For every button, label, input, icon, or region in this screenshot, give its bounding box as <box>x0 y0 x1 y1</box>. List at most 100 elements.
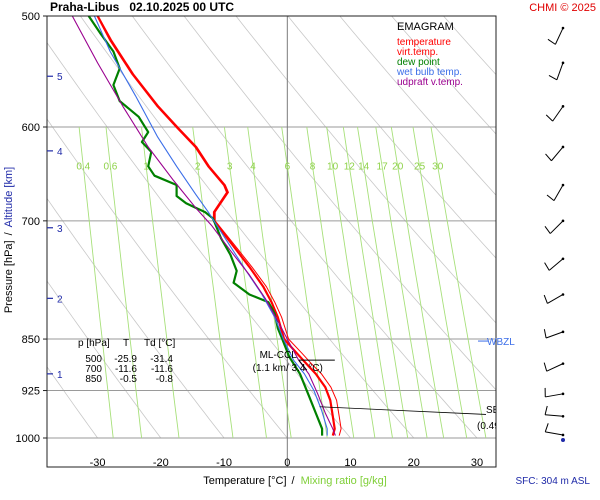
altitude-tick-label: 1 <box>57 370 63 381</box>
table-cell: 850 <box>85 374 102 385</box>
mixing-ratio-label: 10 <box>327 161 339 172</box>
wind-barb-shaft <box>545 393 564 398</box>
y-tick-label: 700 <box>22 216 40 228</box>
mixing-ratio-label: 17 <box>377 161 389 172</box>
dry-adiabat <box>47 118 288 439</box>
altitude-tick-label: 5 <box>57 72 63 83</box>
x-tick-label: 10 <box>344 457 356 469</box>
table-header: Td [°C] <box>144 338 175 349</box>
wind-barb-flag <box>544 423 549 432</box>
dry-adiabat <box>47 197 225 439</box>
y-axis-altitude-label: Altitude [km] <box>3 167 15 228</box>
wind-barb-shaft <box>545 431 564 436</box>
wind-barb-icon <box>544 423 565 437</box>
mixing-ratio-line <box>141 126 180 439</box>
sb-lcl-value: (0.49 km/ 5.1 °C) <box>477 421 553 432</box>
wind-barb-shaft <box>551 146 564 162</box>
x-tick-label: -30 <box>90 457 106 469</box>
ml-ccl-value: (1.1 km/ 3.4 °C) <box>253 363 323 374</box>
table-cell: 700 <box>85 364 102 375</box>
temperature-line <box>96 16 336 436</box>
wind-barb-station <box>561 219 565 223</box>
wind-barb-flag <box>545 114 554 122</box>
mixing-ratio-line <box>105 126 143 439</box>
wind-barb-icon <box>546 183 565 202</box>
wind-barb-icon <box>544 387 565 398</box>
y-tick-label: 925 <box>22 386 40 398</box>
station-title: Praha-Libus 02.10.2025 00 UTC <box>50 0 234 14</box>
mixing-ratio-label: 30 <box>432 161 444 172</box>
surface-elevation-label: SFC: 304 m ASL <box>516 476 591 487</box>
wind-barb-flag <box>543 362 548 372</box>
table-cell: 500 <box>85 354 102 365</box>
mixing-ratio-line <box>390 126 445 439</box>
mixing-ratio-line <box>430 126 487 439</box>
station-name: Praha-Libus <box>50 0 120 14</box>
wind-barb-shaft <box>545 414 564 417</box>
wind-barb-icon <box>543 362 565 372</box>
mixing-ratio-line <box>306 126 355 439</box>
mixing-ratio-line <box>281 126 328 439</box>
dry-adiabat <box>287 16 496 259</box>
altitude-tick-label: 2 <box>57 294 63 305</box>
mixing-ratio-line <box>223 126 267 439</box>
sb-lcl-leader <box>319 406 487 415</box>
wind-barb-flag <box>545 153 552 162</box>
y-tick-label: 500 <box>22 11 40 23</box>
wind-barb-shaft <box>547 294 564 304</box>
grid <box>47 16 496 467</box>
wind-barb-flag <box>546 194 555 202</box>
mixing-ratio-line <box>375 126 428 439</box>
legend-entry: dew point <box>397 57 440 68</box>
dry-adiabat <box>131 16 478 439</box>
mixing-ratio-label: 0.4 <box>76 161 90 172</box>
ml-ccl-leader <box>298 359 308 371</box>
wind-barb-shaft <box>552 106 564 122</box>
wind-barb-flag <box>543 294 548 304</box>
wind-barb-shaft <box>553 184 564 201</box>
wind-barb-shaft <box>548 258 564 271</box>
mixing-ratio-label: 14 <box>358 161 370 172</box>
series-lines <box>71 16 342 436</box>
table-cell: -11.6 <box>115 364 137 375</box>
y-tick-label: 1000 <box>16 433 40 445</box>
mixing-ratio-label: 3 <box>227 161 233 172</box>
wind-barb-shaft <box>546 363 564 372</box>
wind-barb-station <box>561 105 565 108</box>
virtual-temperature-line <box>97 16 342 436</box>
altitude-tick-label: 3 <box>57 224 63 235</box>
wind-barb-station <box>561 433 565 437</box>
dry-adiabat <box>339 16 496 196</box>
plot-frame <box>46 15 497 468</box>
wind-barb-station <box>561 415 565 418</box>
dry-adiabat <box>47 280 162 439</box>
wind-barb-icon <box>544 219 565 234</box>
legend-entry: temperature <box>397 37 451 48</box>
table-header: T <box>123 338 129 349</box>
wind-barb-icon <box>544 405 565 418</box>
y-tick-label: 600 <box>22 122 40 134</box>
mixing-ratio-lines <box>78 126 487 439</box>
wind-barbs <box>543 26 565 442</box>
wind-barb-station <box>561 26 565 30</box>
wind-barb-station <box>561 362 565 365</box>
table-cell: -0.5 <box>120 374 138 385</box>
mixing-ratio-label: 12 <box>344 161 356 172</box>
y-tick-label: 850 <box>22 334 40 346</box>
credit-label: CHMI © 2025 <box>529 2 596 14</box>
chart-title: EMAGRAM <box>397 21 454 33</box>
wind-barb-icon <box>545 145 565 162</box>
x-tick-label: 30 <box>471 457 483 469</box>
wind-barb-station <box>561 257 565 261</box>
x-axis-temperature-label: Temperature [°C] <box>203 475 286 487</box>
wind-barb-icon <box>548 61 565 81</box>
mixing-ratio-line <box>78 126 114 439</box>
mixing-ratio-label: 2 <box>195 161 201 172</box>
x-tick-label: 0 <box>284 457 290 469</box>
wind-barb-station <box>561 183 565 187</box>
table-cell: -11.6 <box>151 364 173 375</box>
dew-point-line <box>87 16 324 436</box>
